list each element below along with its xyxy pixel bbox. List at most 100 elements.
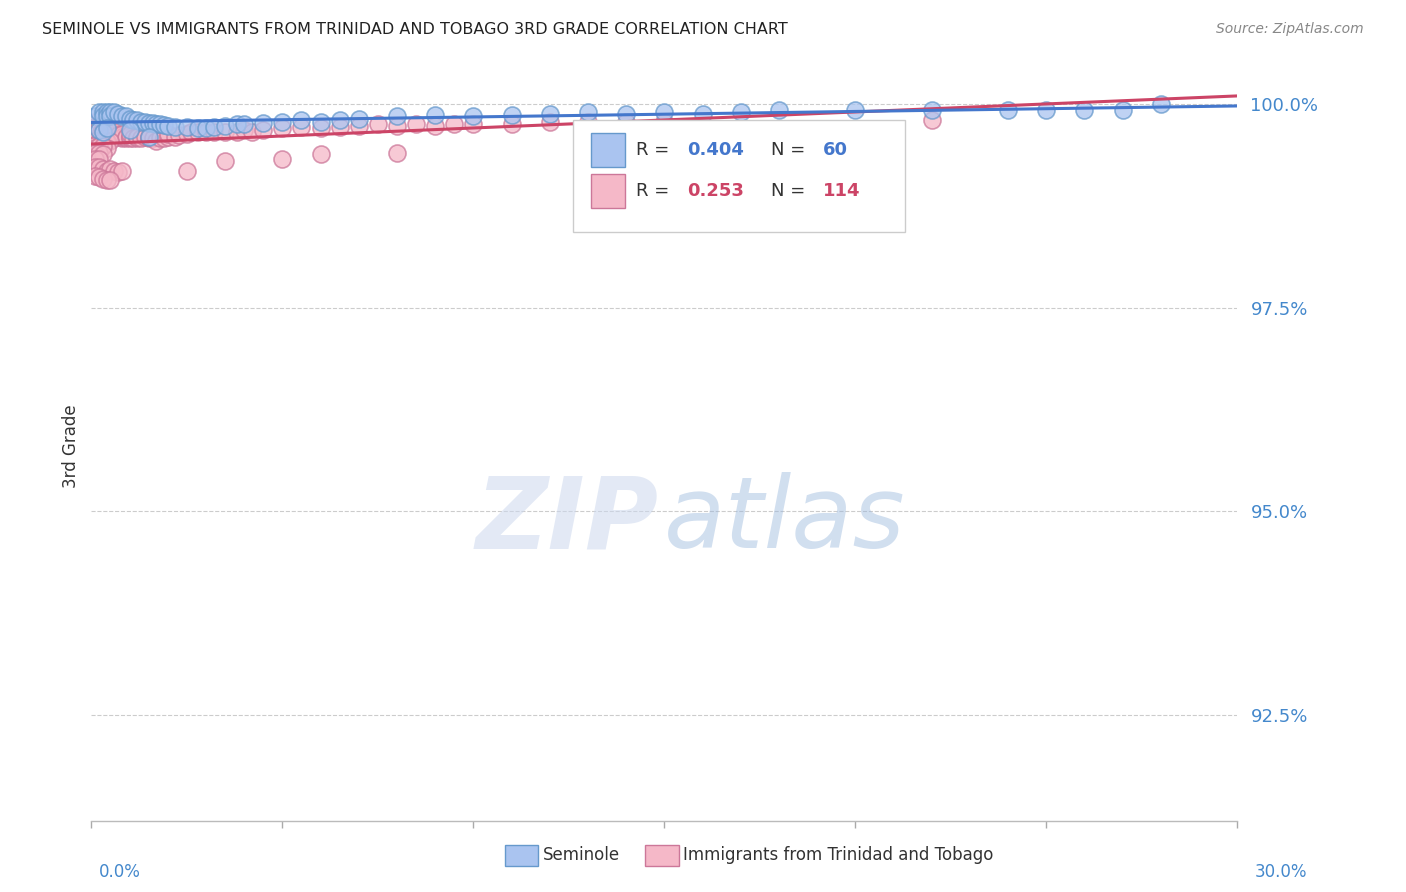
Point bbox=[100, 127, 122, 141]
Point bbox=[100, 162, 122, 177]
Point bbox=[84, 117, 107, 131]
Point bbox=[134, 115, 156, 129]
Point bbox=[463, 109, 485, 123]
Point bbox=[100, 125, 122, 139]
Point bbox=[271, 115, 294, 129]
Point bbox=[129, 115, 152, 129]
Text: R =: R = bbox=[636, 182, 675, 200]
Point bbox=[997, 103, 1019, 118]
Point bbox=[107, 106, 129, 120]
Point bbox=[233, 123, 256, 137]
Point bbox=[107, 128, 129, 142]
Point bbox=[385, 119, 408, 133]
Point bbox=[329, 113, 352, 128]
Y-axis label: 3rd Grade: 3rd Grade bbox=[62, 404, 80, 488]
Point bbox=[652, 115, 675, 129]
Point bbox=[91, 172, 114, 186]
Point bbox=[1111, 103, 1133, 118]
Point bbox=[233, 117, 256, 131]
Point bbox=[96, 135, 118, 149]
Point bbox=[145, 117, 167, 131]
Text: SEMINOLE VS IMMIGRANTS FROM TRINIDAD AND TOBAGO 3RD GRADE CORRELATION CHART: SEMINOLE VS IMMIGRANTS FROM TRINIDAD AND… bbox=[42, 22, 787, 37]
Point bbox=[84, 123, 107, 137]
Point bbox=[214, 153, 236, 168]
Point bbox=[84, 141, 107, 155]
Point bbox=[187, 125, 209, 139]
Point bbox=[96, 141, 118, 155]
Point bbox=[84, 134, 107, 148]
Point bbox=[100, 128, 122, 142]
Point bbox=[1073, 103, 1095, 117]
Point bbox=[187, 121, 209, 136]
Point bbox=[309, 121, 332, 136]
Point bbox=[652, 105, 675, 120]
Point bbox=[96, 109, 118, 123]
Point bbox=[103, 105, 125, 120]
Point bbox=[118, 123, 141, 137]
Point bbox=[921, 103, 943, 117]
Point bbox=[156, 127, 179, 141]
Point bbox=[225, 125, 247, 139]
Point bbox=[309, 147, 332, 161]
Point bbox=[87, 123, 110, 137]
Point bbox=[87, 120, 110, 134]
Point bbox=[692, 106, 714, 120]
Point bbox=[844, 103, 866, 117]
Point bbox=[214, 119, 236, 133]
Point bbox=[1035, 103, 1057, 117]
Point bbox=[165, 129, 187, 144]
Point bbox=[87, 134, 110, 148]
Point bbox=[96, 163, 118, 178]
Point bbox=[768, 103, 790, 118]
Text: 30.0%: 30.0% bbox=[1256, 863, 1308, 880]
Point bbox=[87, 139, 110, 153]
Point bbox=[180, 125, 202, 139]
Point bbox=[385, 109, 408, 123]
Point bbox=[111, 163, 134, 178]
Point bbox=[91, 125, 114, 139]
Point bbox=[138, 129, 160, 144]
Point bbox=[145, 134, 167, 148]
Point bbox=[84, 169, 107, 183]
Point bbox=[252, 116, 274, 130]
Text: ZIP: ZIP bbox=[475, 473, 658, 569]
Point bbox=[127, 131, 149, 145]
Text: Source: ZipAtlas.com: Source: ZipAtlas.com bbox=[1216, 22, 1364, 37]
FancyBboxPatch shape bbox=[591, 133, 626, 168]
Point bbox=[156, 129, 179, 144]
Point bbox=[141, 131, 163, 145]
Point bbox=[141, 116, 163, 130]
Point bbox=[91, 125, 114, 139]
Point bbox=[107, 165, 129, 179]
Point bbox=[194, 125, 217, 139]
FancyBboxPatch shape bbox=[572, 120, 905, 233]
Point bbox=[96, 173, 118, 187]
Point bbox=[91, 123, 114, 137]
Text: 0.253: 0.253 bbox=[688, 182, 744, 200]
Point bbox=[423, 119, 446, 133]
Point bbox=[347, 112, 370, 126]
Point bbox=[103, 128, 125, 142]
Point bbox=[91, 105, 114, 120]
Point bbox=[100, 109, 122, 123]
Point bbox=[252, 123, 274, 137]
Point bbox=[84, 121, 107, 136]
Point bbox=[91, 125, 114, 139]
Point bbox=[87, 145, 110, 160]
Point bbox=[367, 117, 389, 131]
Point bbox=[87, 170, 110, 185]
Point bbox=[96, 125, 118, 139]
Text: N =: N = bbox=[770, 141, 811, 159]
Point bbox=[87, 105, 110, 120]
Point bbox=[91, 139, 114, 153]
Point bbox=[84, 160, 107, 174]
Point bbox=[111, 127, 134, 141]
Point bbox=[385, 145, 408, 160]
Point bbox=[91, 139, 114, 153]
Text: 0.0%: 0.0% bbox=[98, 863, 141, 880]
Point bbox=[84, 139, 107, 153]
Point bbox=[138, 116, 160, 130]
Point bbox=[87, 121, 110, 136]
Point bbox=[100, 105, 122, 120]
Point bbox=[86, 121, 108, 136]
